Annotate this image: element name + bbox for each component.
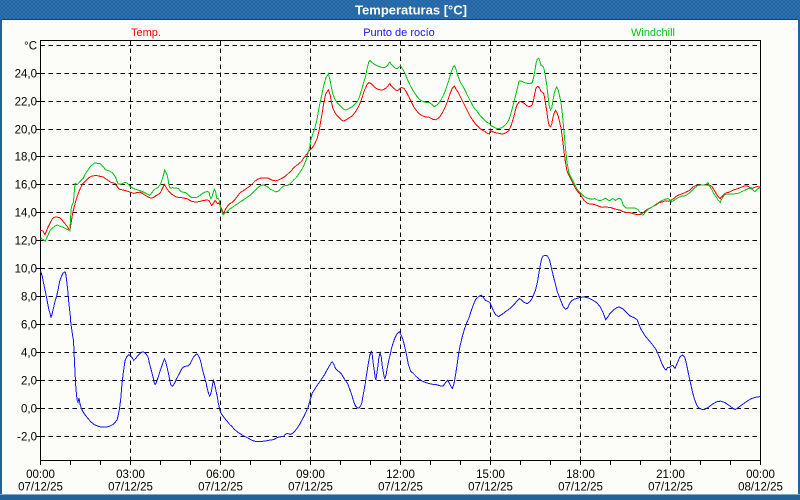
y-tick-label: 22,0 — [15, 97, 37, 109]
y-tick-label: 4,0 — [21, 348, 37, 360]
window-left-border — [0, 19, 2, 500]
y-tick-label: 14,0 — [15, 208, 37, 220]
y-tick-label: 0,0 — [21, 404, 37, 416]
x-time-label: 12:00 — [386, 469, 415, 481]
y-tick-label: 2,0 — [21, 376, 37, 388]
x-date-label: 07/12/25 — [648, 482, 693, 494]
series-line-windchill — [40, 57, 761, 242]
y-tick-label: 10,0 — [15, 264, 37, 276]
x-time-label: 21:00 — [656, 469, 685, 481]
x-date-label: 07/12/25 — [18, 482, 63, 494]
x-time-label: 00:00 — [746, 469, 775, 481]
legend-label-dew-point: Punto de rocío — [363, 27, 435, 39]
window-right-border — [798, 19, 800, 500]
x-date-label: 07/12/25 — [468, 482, 513, 494]
x-time-label: 06:00 — [206, 469, 235, 481]
x-time-label: 09:00 — [296, 469, 325, 481]
series-line-temp — [40, 81, 761, 236]
title-bar: Temperaturas [°C] — [0, 0, 800, 20]
x-date-label: 08/12/25 — [738, 482, 783, 494]
x-date-label: 07/12/25 — [558, 482, 603, 494]
y-tick-label: 12,0 — [15, 236, 37, 248]
x-date-label: 07/12/25 — [108, 482, 153, 494]
y-tick-label: 16,0 — [15, 180, 37, 192]
y-tick-label: 24,0 — [15, 69, 37, 81]
y-tick-label: -2,0 — [17, 432, 37, 444]
x-date-label: 07/12/25 — [378, 482, 423, 494]
y-tick-label: 8,0 — [21, 292, 37, 304]
x-date-label: 07/12/25 — [198, 482, 243, 494]
y-tick-label: 6,0 — [21, 320, 37, 332]
x-time-label: 00:00 — [26, 469, 55, 481]
x-time-label: 03:00 — [116, 469, 145, 481]
x-time-label: 15:00 — [476, 469, 505, 481]
x-time-label: 18:00 — [566, 469, 595, 481]
y-tick-label: 18,0 — [15, 152, 37, 164]
bottom-bar — [0, 494, 800, 500]
plot-border — [40, 40, 761, 461]
y-tick-label: 20,0 — [15, 125, 37, 137]
legend-label-windchill: Windchill — [630, 27, 676, 39]
chart-title: Temperaturas [°C] — [355, 2, 467, 17]
y-axis-unit-label: °C — [24, 41, 37, 53]
x-date-label: 07/12/25 — [288, 482, 333, 494]
legend-label-temp: Temp. — [131, 27, 161, 39]
series-line-dew-point — [40, 254, 761, 442]
